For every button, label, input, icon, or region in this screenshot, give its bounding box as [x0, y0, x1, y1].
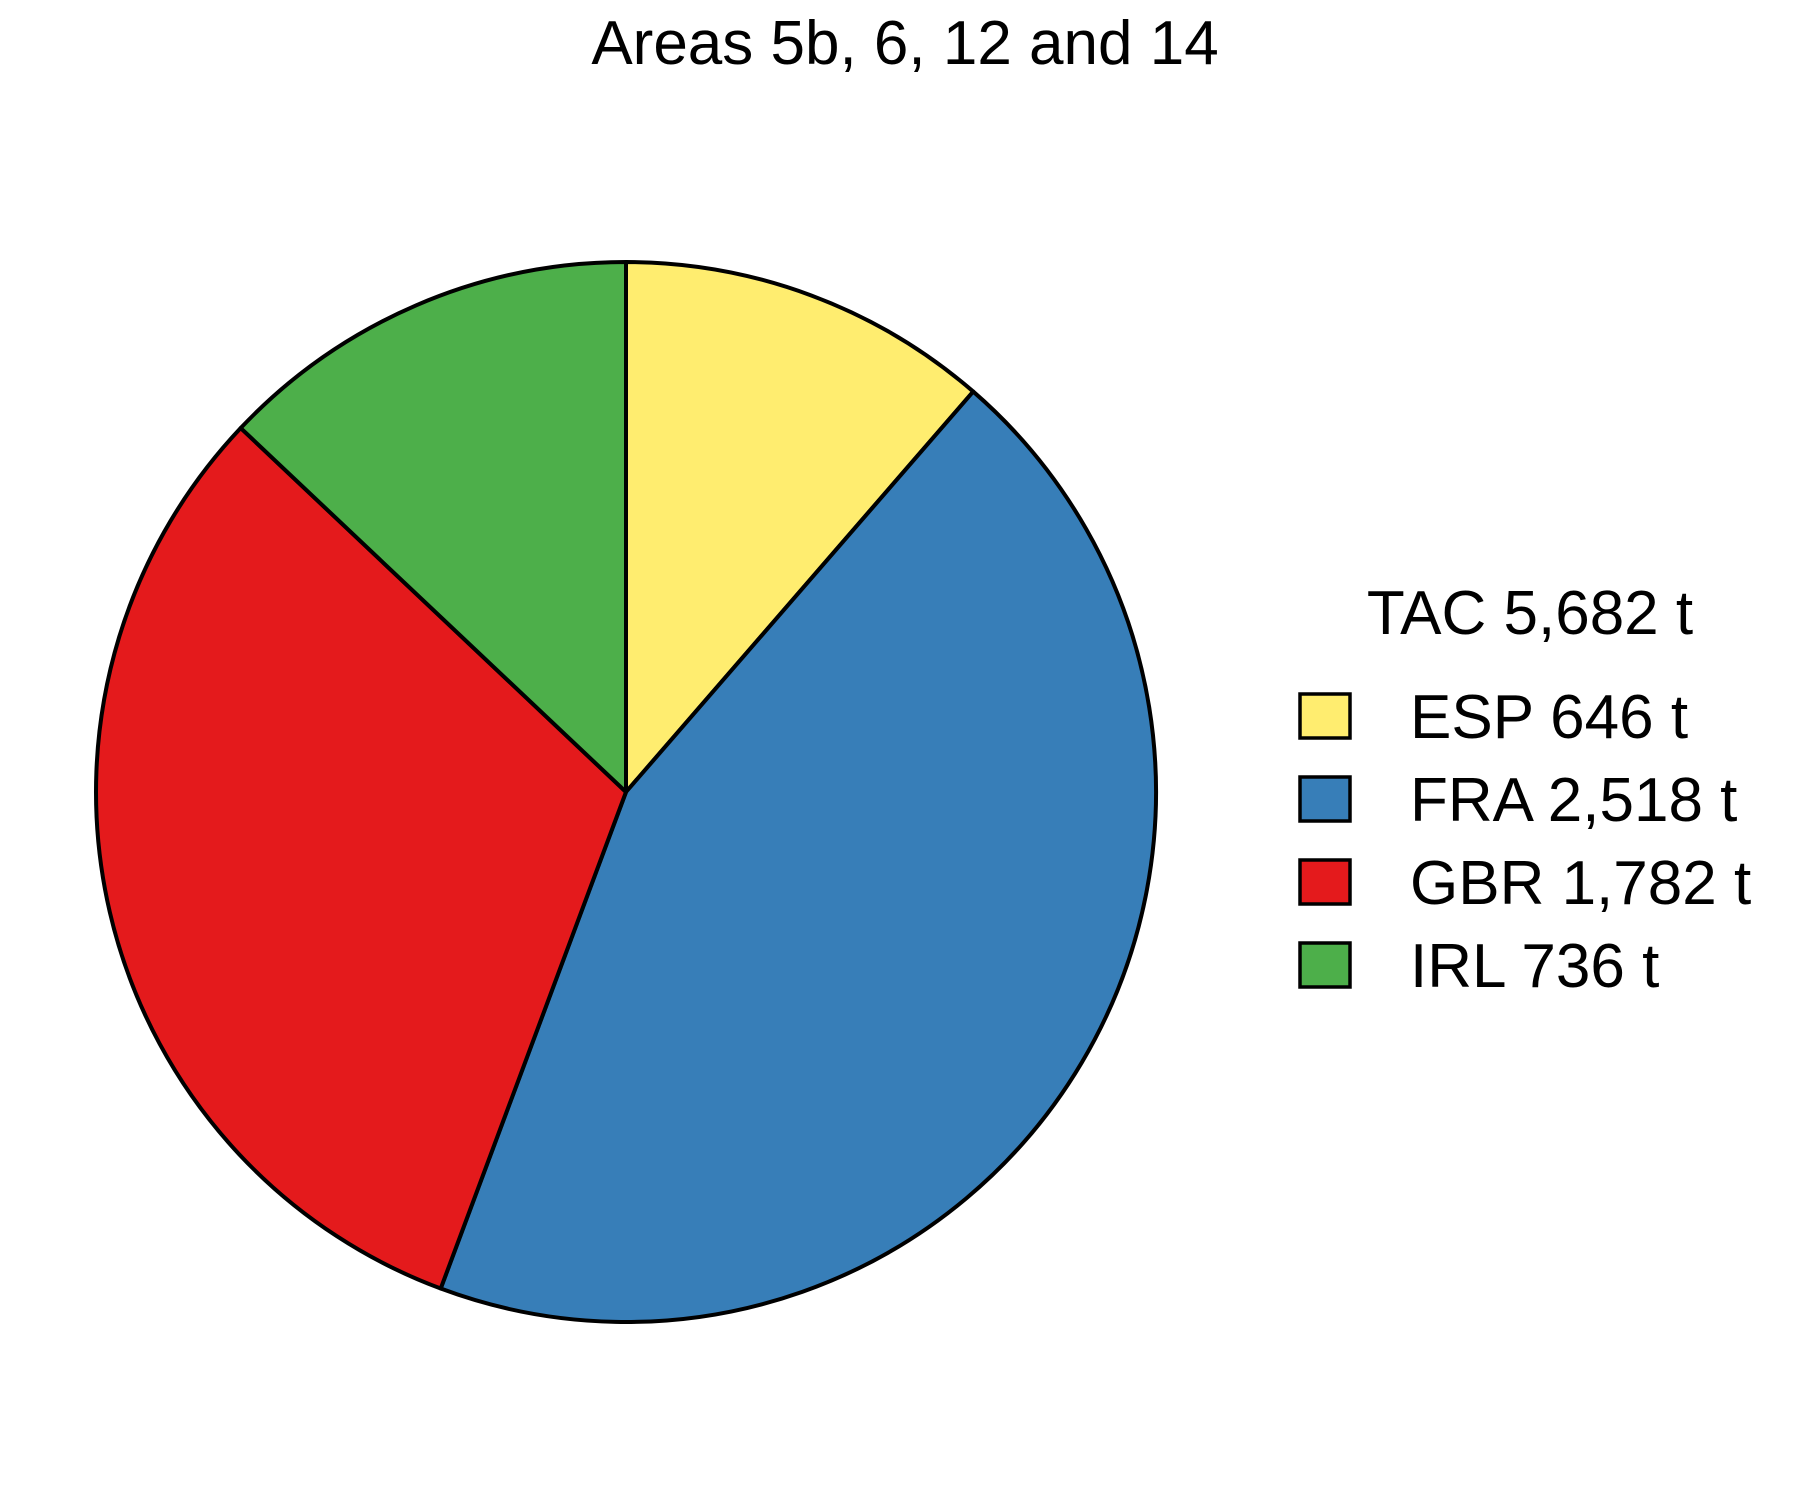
pie-slice-fra [438, 389, 1158, 1324]
legend-title: TAC 5,682 t [1367, 579, 1693, 648]
legend-label-esp: ESP 646 t [1410, 683, 1688, 752]
legend-label-fra: FRA 2,518 t [1410, 766, 1737, 835]
legend-swatch-gbr [1298, 858, 1352, 906]
legend-item-esp: ESP 646 t [1298, 683, 1688, 752]
legend-item-irl: IRL 736 t [1298, 932, 1659, 1001]
legend-swatch-esp [1298, 692, 1352, 740]
legend-item-fra: FRA 2,518 t [1298, 766, 1737, 835]
legend-swatch-fra [1298, 775, 1352, 823]
chart-title: Areas 5b, 6, 12 and 14 [591, 9, 1218, 78]
pie-slice-irl [238, 260, 628, 794]
pie-slices [94, 260, 1158, 1324]
legend-label-gbr: GBR 1,782 t [1410, 849, 1751, 918]
pie-slice-esp [624, 260, 976, 794]
legend: TAC 5,682 t ESP 646 t FRA 2,518 t GBR 1,78… [1298, 579, 1751, 1001]
legend-item-gbr: GBR 1,782 t [1298, 849, 1751, 918]
legend-label-irl: IRL 736 t [1410, 932, 1659, 1001]
pie-slice-gbr [94, 426, 628, 1291]
legend-swatch-irl [1298, 941, 1352, 989]
legend-items: ESP 646 t FRA 2,518 t GBR 1,782 t IRL 736 t [1298, 683, 1751, 1001]
